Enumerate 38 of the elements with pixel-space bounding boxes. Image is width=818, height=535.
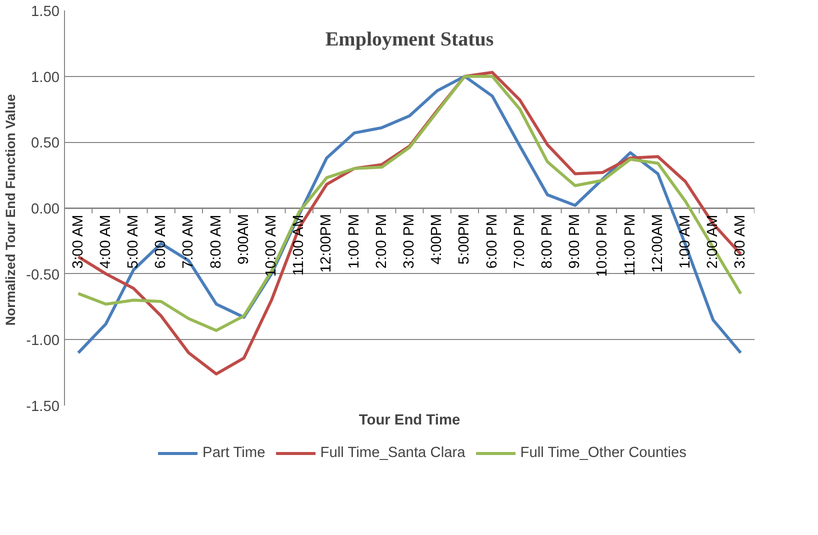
x-tick-label: 1:00 AM	[678, 214, 694, 269]
x-tick-label: 4:00PM	[429, 214, 446, 265]
text: Employment Status	[325, 28, 494, 50]
y-tick-label: 1.00	[30, 70, 60, 86]
x-tick-label: 2:00 PM	[374, 214, 390, 269]
x-tick-label: 11:00 PM	[622, 214, 638, 276]
x-tick-label: 2:00 AM	[705, 214, 722, 269]
x-tick-label: 6:00 PM	[484, 214, 500, 269]
x-tick-label: 11:00 AM	[291, 214, 308, 276]
x-tick-label: 9:00 PM	[567, 214, 584, 269]
y-tick-label: -1.00	[26, 333, 60, 350]
x-tick-label: 3:00 AM	[732, 214, 749, 269]
legend-label: Full Time_Other Counties	[520, 445, 686, 461]
x-tick-label: 10:00 AM	[264, 214, 280, 277]
legend-label: Full Time_Santa Clara	[320, 445, 466, 461]
y-tick-label: 0.00	[30, 202, 60, 218]
y-tick-label: -0.50	[26, 267, 60, 284]
x-tick-label: 10:00 PM	[594, 214, 611, 277]
x-tick-label: 3:00 AM	[70, 214, 86, 269]
x-tick-label: 9:00AM	[236, 214, 252, 265]
x-tick-label: 5:00 AM	[126, 214, 142, 269]
y-tick-label: -1.50	[26, 399, 60, 415]
x-tick-label: 5:00PM	[456, 214, 473, 265]
x-tick-label: 7:00 AM	[180, 214, 197, 269]
x-tick-label: 3:00 PM	[402, 214, 418, 269]
y-axis-title: Normalized Tour End Function Value	[3, 94, 18, 326]
legend-label: Part Time	[202, 445, 266, 461]
x-tick-label: 8:00 AM	[208, 214, 224, 269]
y-tick-label: 1.50	[30, 4, 60, 20]
y-tick-label: 0.50	[30, 136, 60, 152]
x-tick-label: 12:00AM	[650, 214, 666, 273]
x-tick-label: 12:00PM	[318, 214, 335, 273]
x-axis-title: Tour End Time	[358, 412, 460, 428]
x-tick-label: 7:00 PM	[512, 214, 528, 269]
x-tick-label: 1:00 PM	[346, 214, 362, 269]
x-tick-label: 4:00 AM	[98, 214, 114, 269]
x-tick-label: 8:00 PM	[540, 214, 556, 269]
x-tick-label: 6:00 AM	[153, 214, 170, 269]
